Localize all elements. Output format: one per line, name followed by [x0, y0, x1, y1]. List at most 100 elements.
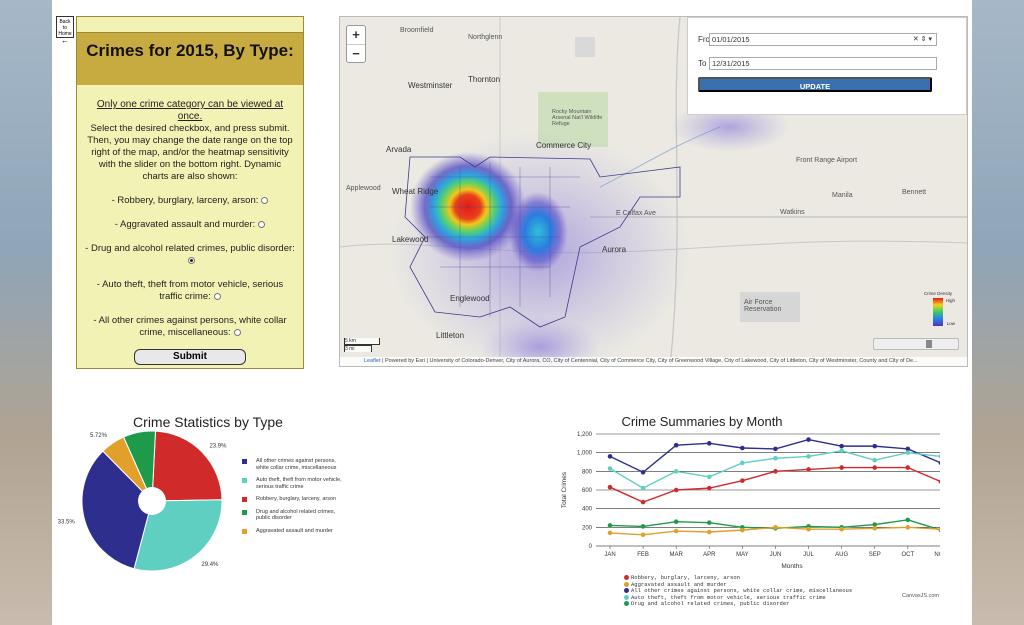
pie-slice[interactable] [151, 430, 223, 502]
legend-item[interactable]: All other crimes against persons, white … [242, 458, 342, 471]
series-line[interactable] [609, 450, 940, 489]
data-point[interactable] [806, 526, 811, 532]
update-button[interactable]: UPDATE [698, 77, 932, 92]
data-point[interactable] [607, 454, 613, 459]
pie-slice[interactable] [122, 430, 157, 502]
series-line[interactable] [609, 438, 940, 474]
data-point[interactable] [938, 527, 940, 532]
data-point[interactable] [640, 485, 646, 491]
data-point[interactable] [706, 441, 712, 446]
data-point[interactable] [640, 469, 646, 475]
data-point[interactable] [740, 527, 745, 533]
data-point[interactable] [905, 525, 911, 530]
option-drug-alcohol[interactable]: - Drug and alcohol related crimes, publi… [85, 243, 295, 267]
air-force-area [740, 292, 800, 322]
zoom-in-button[interactable]: + [352, 27, 360, 42]
data-point[interactable] [607, 466, 613, 471]
series-line[interactable] [609, 466, 940, 503]
data-point[interactable] [706, 485, 712, 491]
pie-slice[interactable] [133, 499, 223, 572]
to-date-field[interactable]: 12/31/2015 [709, 57, 937, 70]
legend-item[interactable]: Drug and alcohol related crimes, public … [624, 600, 852, 608]
data-point[interactable] [773, 446, 778, 452]
option-radio[interactable] [261, 196, 269, 204]
data-point[interactable] [905, 446, 911, 452]
slider-knob[interactable] [926, 340, 932, 348]
data-point[interactable] [872, 465, 878, 470]
map-label: Northglenn [468, 34, 503, 41]
data-point[interactable] [905, 517, 911, 523]
data-point[interactable] [872, 522, 878, 527]
map-label: Commerce City [536, 141, 592, 150]
line-chart-legend: Robbery, burglary, larceny, arson Aggrava… [624, 574, 852, 608]
data-point[interactable] [673, 442, 679, 448]
data-point[interactable] [773, 455, 778, 461]
y-tick-label: 800 [582, 469, 593, 475]
heatmap-sensitivity-slider[interactable] [873, 338, 959, 350]
data-point[interactable] [839, 526, 844, 532]
data-point[interactable] [773, 469, 778, 474]
legend-item[interactable]: All other crimes against persons, white … [624, 587, 852, 595]
data-point[interactable] [740, 478, 745, 483]
data-point[interactable] [839, 448, 844, 454]
option-robbery[interactable]: - Robbery, burglary, larceny, arson: [85, 195, 295, 207]
data-point[interactable] [740, 460, 745, 466]
legend-item[interactable]: Robbery, burglary, larceny, arson [242, 496, 342, 503]
option-assault[interactable]: - Aggravated assault and murder: [85, 219, 295, 231]
data-point[interactable] [773, 525, 778, 530]
scale-bar: 5 km 3 mi [344, 338, 380, 352]
option-radio[interactable] [188, 256, 195, 264]
data-point[interactable] [872, 457, 878, 463]
data-point[interactable] [706, 520, 712, 525]
data-point[interactable] [806, 437, 811, 442]
series-line[interactable] [609, 526, 940, 536]
legend-item[interactable]: Auto theft, theft from motor vehicle, se… [624, 594, 852, 602]
submit-button[interactable]: Submit [134, 349, 246, 365]
series-line[interactable] [609, 519, 940, 531]
data-point[interactable] [905, 465, 911, 470]
data-point[interactable] [673, 519, 679, 525]
data-point[interactable] [607, 523, 613, 528]
zoom-control[interactable]: + − [346, 25, 366, 63]
attribution-link[interactable]: Leaflet [364, 358, 381, 364]
legend-item[interactable]: Aggravated assault and murder [624, 581, 852, 589]
data-point[interactable] [872, 525, 878, 531]
data-point[interactable] [706, 474, 712, 480]
data-point[interactable] [839, 443, 844, 449]
data-point[interactable] [806, 454, 811, 459]
option-radio[interactable] [213, 292, 221, 300]
data-point[interactable] [839, 465, 844, 470]
zoom-out-button[interactable]: − [347, 44, 365, 62]
option-radio[interactable] [258, 220, 266, 228]
data-point[interactable] [607, 484, 613, 490]
back-button[interactable]: Back to Home ← [56, 16, 74, 45]
option-radio[interactable] [233, 328, 241, 336]
data-point[interactable] [706, 529, 712, 535]
map-label: Applewood [346, 185, 381, 192]
data-point[interactable] [938, 454, 940, 459]
y-tick-label: 0 [589, 544, 593, 550]
crime-heatmap-map[interactable]: + − Broomfield Northglenn Westminster Th… [339, 16, 968, 367]
data-point[interactable] [640, 532, 646, 538]
clear-date-icon[interactable]: ✕ ⇕ ▾ [912, 36, 932, 43]
option-other-crimes[interactable]: - All other crimes against persons, whit… [85, 315, 295, 339]
legend-item[interactable]: Robbery, burglary, larceny, arson [624, 574, 852, 582]
data-point[interactable] [640, 499, 646, 505]
option-auto-theft[interactable]: - Auto theft, theft from motor vehicle, … [85, 279, 295, 303]
from-date-field[interactable]: 01/01/2015 ✕ ⇕ ▾ [709, 33, 937, 46]
data-point[interactable] [640, 524, 646, 529]
data-point[interactable] [806, 467, 811, 472]
data-point[interactable] [673, 528, 679, 534]
data-point[interactable] [938, 479, 940, 484]
data-point[interactable] [673, 469, 679, 474]
data-point[interactable] [673, 487, 679, 493]
legend-item[interactable]: Aggravated assault and murder [242, 528, 342, 535]
pie-slice[interactable] [81, 450, 153, 570]
data-point[interactable] [872, 443, 878, 449]
legend-item[interactable]: Drug and alcohol related crimes, public … [242, 509, 342, 522]
data-point[interactable] [905, 450, 911, 455]
data-point[interactable] [740, 445, 745, 451]
legend-item[interactable]: Auto theft, theft from motor vehicle, se… [242, 477, 342, 490]
data-point[interactable] [938, 460, 940, 466]
data-point[interactable] [607, 530, 613, 536]
